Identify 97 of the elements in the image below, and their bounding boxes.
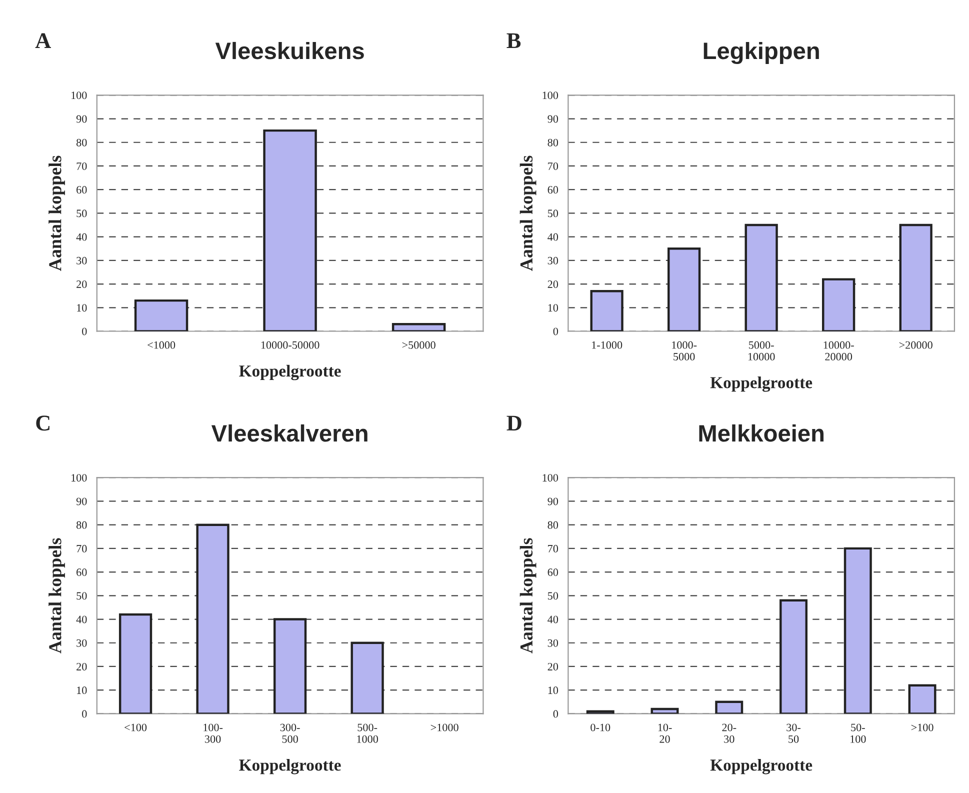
bar bbox=[744, 224, 778, 332]
x-tick-label: 10000- 20000 bbox=[824, 341, 854, 360]
y-tick-label: 100 bbox=[542, 474, 558, 482]
bar bbox=[650, 708, 679, 714]
y-tick-label: 70 bbox=[548, 544, 558, 552]
y-tick-label: 90 bbox=[548, 498, 558, 506]
bar bbox=[350, 642, 384, 714]
x-axis-title: Koppelgrootte bbox=[710, 759, 812, 774]
y-tick-label: 40 bbox=[548, 233, 558, 241]
bar bbox=[822, 278, 856, 332]
y-tick-label: 60 bbox=[76, 568, 87, 576]
chart-title: Vleeskuikens bbox=[215, 42, 364, 60]
text: B bbox=[506, 33, 521, 48]
y-tick-label: 0 bbox=[553, 710, 558, 718]
y-tick-label: 20 bbox=[548, 280, 558, 288]
x-axis-title: Koppelgrootte bbox=[710, 376, 812, 392]
bar bbox=[118, 613, 152, 714]
y-tick-label: 20 bbox=[76, 662, 87, 670]
y-tick-label: 100 bbox=[542, 92, 558, 100]
y-tick-label: 30 bbox=[548, 639, 558, 647]
y-tick-label: 100 bbox=[71, 474, 87, 482]
x-tick-label: 10000-50000 bbox=[261, 341, 320, 349]
x-tick-label: 100- 300 bbox=[204, 724, 223, 743]
y-tick-label: 80 bbox=[548, 521, 558, 529]
text: C bbox=[36, 416, 50, 431]
y-tick-label: 50 bbox=[548, 210, 558, 218]
y-tick-label: 0 bbox=[82, 328, 87, 336]
x-axis-title: Koppelgrootte bbox=[239, 364, 341, 380]
x-tick-label: <100 bbox=[124, 724, 147, 732]
x-tick-label: 30- 50 bbox=[786, 724, 801, 743]
bar bbox=[715, 700, 744, 714]
x-tick-label: 10- 20 bbox=[658, 724, 672, 743]
y-tick-label: 0 bbox=[553, 328, 558, 336]
y-tick-label: 30 bbox=[548, 256, 558, 264]
x-tick-label: 500- 1000 bbox=[357, 724, 378, 743]
y-tick-label: 60 bbox=[548, 186, 558, 194]
y-tick-label: 40 bbox=[76, 233, 87, 241]
y-tick-label: 20 bbox=[548, 662, 558, 670]
y-tick-label: 50 bbox=[76, 210, 87, 218]
y-tick-label: 90 bbox=[76, 498, 87, 506]
y-tick-label: 70 bbox=[76, 544, 87, 552]
y-tick-label: 90 bbox=[548, 115, 558, 123]
y-tick-label: 100 bbox=[71, 92, 87, 100]
y-tick-label: 60 bbox=[76, 186, 87, 194]
y-tick-label: 10 bbox=[77, 686, 87, 694]
bar bbox=[273, 618, 307, 714]
y-tick-label: 80 bbox=[76, 521, 87, 529]
y-tick-label: 70 bbox=[548, 162, 558, 170]
y-tick-label: 0 bbox=[82, 710, 87, 718]
y-tick-label: 30 bbox=[76, 256, 87, 264]
x-tick-label: >50000 bbox=[402, 341, 436, 349]
x-tick-label: 50- 100 bbox=[850, 724, 866, 743]
x-tick-label: 20- 30 bbox=[722, 724, 736, 743]
x-tick-label: >1000 bbox=[430, 724, 458, 732]
y-axis-title: Aantal koppels bbox=[48, 156, 65, 271]
bar bbox=[586, 710, 614, 714]
y-tick-label: 10 bbox=[77, 304, 87, 312]
bar bbox=[392, 323, 446, 332]
x-axis-title: Koppelgrootte bbox=[239, 759, 341, 774]
y-axis-title: Aantal koppels bbox=[520, 156, 536, 271]
bar bbox=[196, 524, 230, 714]
y-tick-label: 90 bbox=[76, 115, 87, 123]
chart-title: Legkippen bbox=[704, 42, 819, 64]
x-tick-label: 1000- 5000 bbox=[672, 341, 697, 360]
y-tick-label: 40 bbox=[548, 616, 558, 624]
x-tick-label: 0-10 bbox=[590, 724, 610, 732]
x-tick-label: 1-1000 bbox=[592, 341, 622, 349]
x-tick-label: 300- 500 bbox=[280, 724, 300, 743]
text: A bbox=[35, 33, 51, 48]
y-tick-label: 50 bbox=[76, 592, 87, 600]
bar bbox=[263, 129, 317, 332]
bar bbox=[908, 684, 936, 714]
y-tick-label: 30 bbox=[76, 639, 87, 647]
y-tick-label: 70 bbox=[76, 162, 87, 170]
bar bbox=[844, 547, 872, 714]
y-tick-label: 10 bbox=[548, 304, 558, 312]
x-tick-label: <1000 bbox=[148, 341, 176, 349]
x-tick-label: 5000- 10000 bbox=[748, 341, 775, 360]
x-tick-label: >20000 bbox=[899, 341, 932, 349]
bar bbox=[899, 224, 932, 332]
y-axis-title: Aantal koppels bbox=[520, 538, 536, 654]
y-tick-label: 10 bbox=[548, 686, 558, 694]
y-tick-label: 80 bbox=[76, 138, 87, 146]
chart-title: Vleeskalveren bbox=[211, 424, 368, 442]
x-tick-label: >100 bbox=[911, 724, 934, 732]
text: D bbox=[506, 416, 522, 430]
bar bbox=[134, 299, 188, 332]
y-tick-label: 80 bbox=[548, 138, 558, 146]
y-tick-label: 50 bbox=[548, 592, 558, 600]
y-tick-label: 20 bbox=[76, 280, 87, 288]
y-tick-label: 40 bbox=[76, 616, 87, 624]
bar bbox=[590, 290, 624, 332]
y-axis-title: Aantal koppels bbox=[48, 538, 65, 654]
y-tick-label: 60 bbox=[548, 568, 558, 576]
bar bbox=[668, 248, 701, 332]
chart-title: Melkkoeien bbox=[699, 424, 824, 442]
bar bbox=[780, 599, 808, 714]
